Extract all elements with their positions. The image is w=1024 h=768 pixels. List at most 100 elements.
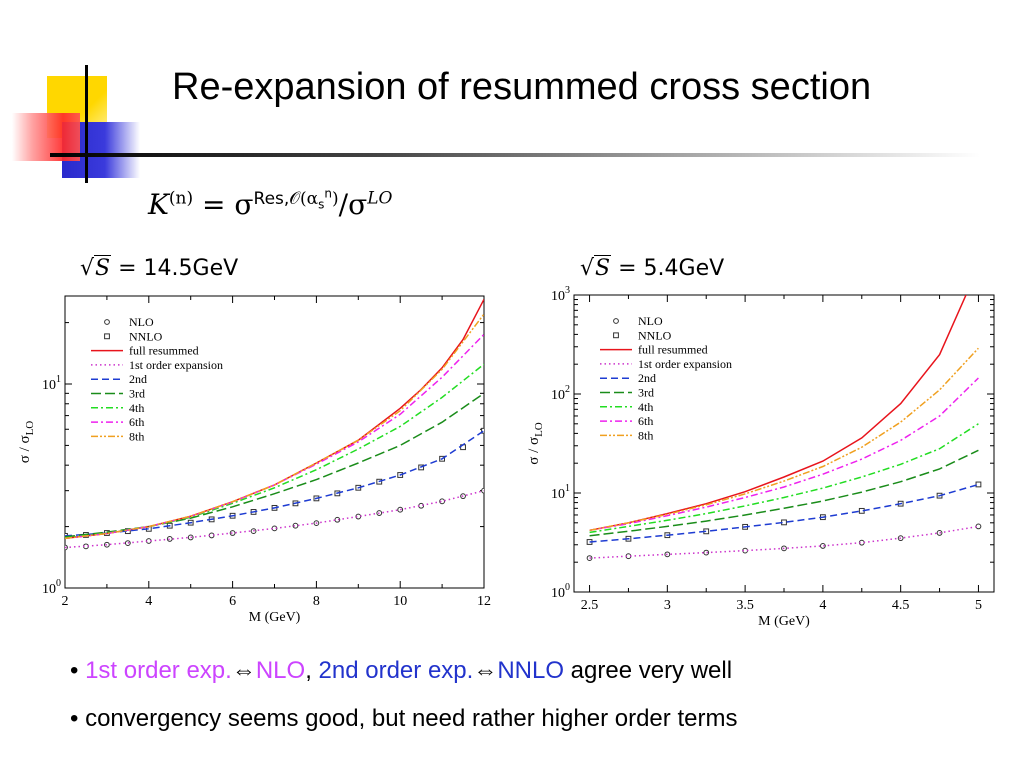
legend-marker-nnlo — [104, 333, 110, 340]
legend-label: 2nd — [638, 371, 656, 385]
series-line-4th — [589, 423, 979, 534]
sqrt-sign: √ — [580, 256, 595, 281]
formula-power-n: n — [324, 186, 332, 200]
x-tick-label: 2.5 — [581, 598, 599, 613]
formula-order: (n) — [168, 188, 194, 209]
series-line-1st-order-expansion — [65, 489, 484, 549]
formula-equals-sigma: = σ — [193, 187, 254, 221]
formula-lo: LO — [367, 188, 393, 209]
bullet-convergency: • convergency seems good, but need rathe… — [70, 705, 737, 733]
formula-slash-sigma: /σ — [338, 187, 368, 221]
energy-value: 14.5GeV — [143, 256, 239, 281]
nlo-point — [292, 522, 299, 529]
sqrt-sign: √ — [80, 256, 95, 281]
x-tick-label: 4 — [145, 594, 152, 609]
bullet-agreement: • 1st order exp.⇔NLO, 2nd order exp.⇔NNL… — [70, 657, 732, 685]
x-tick-label: 2 — [62, 594, 69, 609]
title-underline — [50, 153, 980, 157]
legend-marker-nlo — [104, 319, 110, 325]
y-tick-label: 101 — [42, 374, 61, 393]
nlo-point — [397, 506, 404, 513]
nlo-point — [586, 555, 593, 562]
legend-label: 3rd — [129, 387, 145, 401]
legend-marker-nnlo — [613, 332, 619, 339]
k-factor-formula: K(n) = σRes,𝒪(αsn)/σLO — [148, 186, 392, 221]
y-tick-label: 102 — [551, 384, 570, 403]
bullet-text-segment: agree very well — [564, 657, 733, 684]
y-axis-label: σ / σLO — [17, 421, 36, 464]
formula-close: ) — [332, 188, 339, 209]
series-line-6th — [589, 377, 979, 532]
legend-label: 3rd — [638, 386, 654, 400]
nlo-point — [481, 487, 484, 494]
nlo-point — [229, 530, 236, 536]
legend-label: NLO — [129, 315, 154, 329]
bullet-text-segment: NLO — [255, 657, 306, 684]
energy-value: 5.4GeV — [643, 256, 725, 281]
nlo-point — [166, 536, 173, 542]
bullet-text-segment: ⇔ — [231, 657, 256, 684]
formula-res: Res, — [253, 188, 290, 209]
slide-title: Re-expansion of resummed cross section — [172, 66, 872, 108]
legend-label: 8th — [638, 428, 653, 442]
x-tick-label: 3 — [664, 598, 671, 613]
x-tick-label: 4.5 — [892, 598, 910, 613]
chart-left: 2 4 6 8 10 12 100 101 M (GeV) σ / σLO NLONNLOfull … — [17, 295, 491, 625]
chart-right: 2.5 3 3.5 4 4.5 5 100 101 102 103 M (GeV) σ / σLO NL… — [526, 285, 995, 629]
energy-label-right: √S = 5.4GeV — [580, 255, 724, 281]
legend-label: 1st order expansion — [638, 357, 732, 371]
formula-k: K — [148, 187, 169, 221]
energy-s: S — [594, 255, 612, 281]
y-tick-label: 100 — [42, 578, 61, 597]
legend-marker-nlo — [613, 318, 619, 324]
y-tick-label: 103 — [551, 285, 570, 304]
x-tick-label: 5 — [975, 598, 982, 613]
legend-label: 4th — [129, 401, 144, 415]
legend-label: 2nd — [129, 372, 147, 386]
y-axis-label: σ / σLO — [526, 422, 545, 465]
legend-label: full resummed — [129, 344, 199, 358]
y-tick-label: 101 — [551, 483, 570, 502]
series-line-full-resummed — [589, 295, 967, 532]
bullet-dot: • — [70, 705, 86, 732]
series-line-8th — [589, 347, 979, 532]
series-line-1st-order-expansion — [589, 525, 979, 559]
series-line-full-resummed — [65, 298, 484, 540]
bullet-text-segment: ⇔ — [473, 657, 498, 684]
bullet-text-segment: 2nd order exp. — [318, 657, 474, 684]
nlo-point — [703, 549, 710, 556]
legend-label: full resummed — [638, 343, 708, 357]
nlo-point — [975, 523, 982, 530]
nlo-point — [819, 543, 826, 549]
bullet-text-segment: 1st order exp. — [85, 657, 232, 684]
x-tick-label: 10 — [393, 594, 407, 609]
formula-alpha-s: s — [318, 197, 325, 212]
legend-label: NNLO — [129, 329, 163, 343]
x-axis-label: M (GeV) — [249, 610, 301, 625]
logo-vertical-line — [85, 65, 88, 183]
bullet-dot: • — [70, 657, 86, 684]
series-line-8th — [65, 313, 484, 540]
bullet-text-segment: convergency seems good, but need rather … — [85, 705, 738, 732]
legend-label: 8th — [129, 429, 144, 443]
x-tick-label: 3.5 — [736, 598, 754, 613]
x-tick-label: 6 — [229, 594, 236, 609]
bullet-text-segment: NNLO — [497, 657, 564, 684]
plot-area — [586, 295, 982, 562]
x-axis-label: M (GeV) — [758, 614, 810, 629]
x-tick-label: 12 — [477, 594, 491, 609]
x-tick-label: 4 — [819, 598, 826, 613]
legend-label: NLO — [638, 314, 663, 328]
x-tick-label: 8 — [313, 594, 320, 609]
legend-label: NNLO — [638, 328, 672, 342]
plot-area — [65, 298, 484, 551]
energy-s: S — [94, 255, 112, 281]
legend-label: 4th — [638, 400, 653, 414]
y-tick-label: 100 — [551, 582, 570, 601]
legend-label: 6th — [129, 415, 144, 429]
nnlo-point — [975, 481, 982, 488]
energy-equals: = — [611, 256, 644, 281]
series-line-2nd — [589, 483, 979, 543]
energy-equals: = — [111, 256, 144, 281]
series-line-3rd — [589, 449, 979, 537]
